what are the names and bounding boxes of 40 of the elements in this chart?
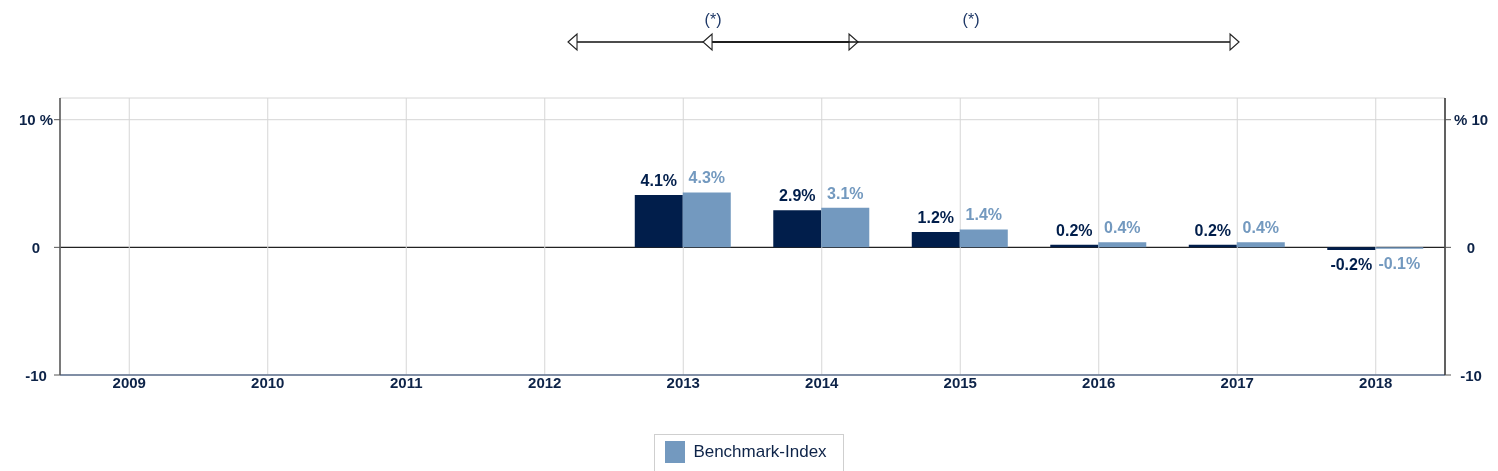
data-label: -0.1% (1378, 254, 1421, 272)
y-tick-label: 0 (31, 238, 41, 256)
bar (682, 192, 731, 248)
bar (821, 207, 870, 248)
x-tick-label: 2010 (251, 373, 285, 391)
data-label: 0.4% (1242, 219, 1280, 237)
data-label: 4.1% (640, 172, 678, 190)
data-label: 2.9% (779, 187, 816, 205)
text: (*) (962, 10, 980, 28)
data-label: 1.2% (917, 209, 955, 227)
data-label: 0.4% (1104, 219, 1141, 237)
bar (773, 210, 822, 248)
text: (*) (704, 10, 722, 28)
y-tick-label: -10 (25, 366, 47, 384)
x-tick-label: 2016 (1082, 373, 1116, 391)
y2-tick-label: -10 (1460, 366, 1482, 384)
data-label: 0.2% (1056, 221, 1093, 239)
data-label: 1.4% (965, 206, 1003, 224)
x-tick-label: 2014 (805, 373, 840, 391)
x-tick-label: 2017 (1220, 373, 1254, 391)
bar (959, 229, 1008, 248)
x-tick-label: 2015 (943, 373, 977, 391)
x-tick-label: 2012 (528, 373, 562, 391)
data-label: 4.3% (688, 169, 726, 187)
data-label: 0.2% (1194, 221, 1232, 239)
y2-tick-label: 0 (1466, 238, 1476, 256)
y-tick-label: 10 % (18, 111, 54, 129)
data-label: 3.1% (827, 184, 864, 202)
bar (634, 195, 683, 248)
data-label: -0.2% (1330, 255, 1373, 273)
legend-label: Benchmark-Index (693, 442, 827, 462)
bar (1327, 247, 1376, 250)
x-tick-label: 2018 (1359, 373, 1393, 391)
bar (911, 232, 960, 248)
bar (1236, 242, 1285, 248)
y2-tick-label: % 10 (1453, 111, 1489, 129)
x-tick-label: 2013 (666, 373, 700, 391)
x-tick-label: 2011 (389, 373, 423, 391)
x-tick-label: 2009 (112, 373, 146, 391)
bar (1098, 242, 1147, 248)
